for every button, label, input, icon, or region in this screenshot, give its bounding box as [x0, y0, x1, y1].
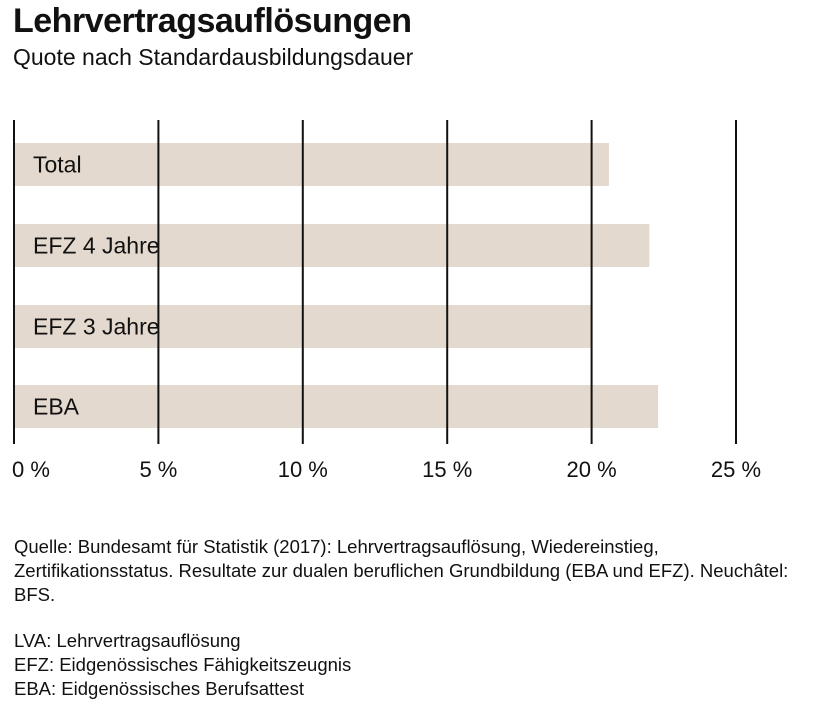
bar-chart: 0 % 5 % 10 % 15 % 20 % 25 % Total EFZ 4 Jahre EF…: [12, 120, 761, 482]
category-label: EFZ 3 Jahre: [33, 314, 160, 340]
x-tick-label: 0 %: [12, 457, 50, 482]
x-tick-label: 10 %: [278, 457, 328, 482]
abbreviation-1: LVA: Lehrvertragsauflösung: [14, 630, 241, 651]
x-tick-label: 15 %: [422, 457, 472, 482]
chart-subtitle: Quote nach Standardausbildungsdauer: [13, 44, 414, 70]
x-tick-label: 20 %: [567, 457, 617, 482]
category-label: EBA: [33, 394, 80, 420]
x-tick-label: 25 %: [711, 457, 761, 482]
bar-0: [14, 143, 609, 186]
chart-title: Lehrvertragsauflösungen: [13, 2, 412, 40]
x-tick-label: 5 %: [139, 457, 177, 482]
bar-3: [14, 385, 659, 428]
source-note: Quelle: Bundesamt für Statistik (2017): …: [14, 536, 789, 605]
abbreviation-2: EFZ: Eidgenössisches Fähigkeitszeugnis: [14, 654, 352, 675]
abbreviation-3: EBA: Eidgenössisches Berufsattest: [14, 678, 304, 699]
category-label: EFZ 4 Jahre: [33, 233, 160, 259]
notes: Quelle: Bundesamt für Statistik (2017): …: [14, 535, 814, 701]
category-label: Total: [33, 152, 82, 178]
bar-1: [14, 224, 650, 267]
